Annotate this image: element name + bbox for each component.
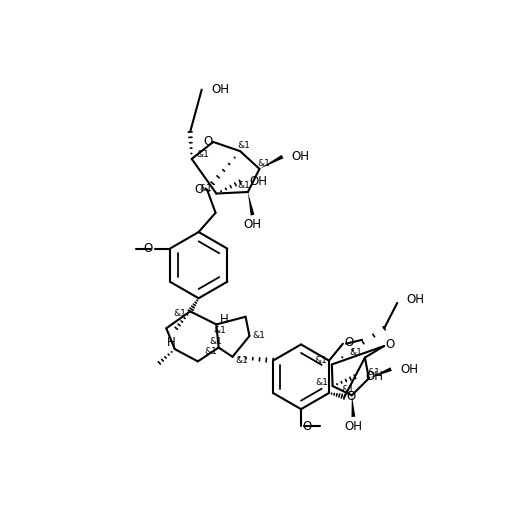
Text: H: H (167, 336, 176, 349)
Text: OH: OH (249, 175, 268, 188)
Text: &1: &1 (235, 356, 248, 365)
Text: OH: OH (292, 150, 310, 163)
Text: &1: &1 (199, 184, 212, 194)
Text: OH: OH (401, 363, 418, 376)
Text: O: O (203, 135, 212, 148)
Text: &1: &1 (173, 309, 186, 318)
Text: O: O (386, 338, 395, 351)
Text: H: H (220, 313, 229, 326)
Text: O: O (195, 183, 204, 196)
Text: &1: &1 (213, 326, 226, 335)
Polygon shape (260, 155, 283, 169)
Text: OH: OH (243, 218, 262, 231)
Text: &1: &1 (196, 150, 209, 159)
Text: OH: OH (211, 83, 229, 96)
Text: &1: &1 (342, 385, 354, 394)
Text: &1: &1 (238, 140, 250, 149)
Text: &1: &1 (315, 356, 328, 365)
Text: &1: &1 (252, 331, 265, 340)
Text: OH: OH (407, 293, 424, 306)
Text: &1: &1 (204, 347, 218, 356)
Text: O: O (344, 336, 354, 349)
Polygon shape (248, 192, 255, 216)
Text: O: O (144, 242, 153, 255)
Text: &1: &1 (209, 337, 222, 346)
Text: &1: &1 (349, 348, 362, 358)
Text: &1: &1 (258, 159, 271, 168)
Text: O: O (346, 390, 355, 404)
Text: OH: OH (344, 420, 363, 433)
Polygon shape (369, 367, 392, 378)
Text: O: O (303, 420, 312, 433)
Text: OH: OH (366, 370, 384, 383)
Text: &1: &1 (315, 378, 328, 387)
Polygon shape (351, 395, 355, 417)
Text: &1: &1 (238, 181, 250, 191)
Text: &1: &1 (367, 367, 380, 377)
